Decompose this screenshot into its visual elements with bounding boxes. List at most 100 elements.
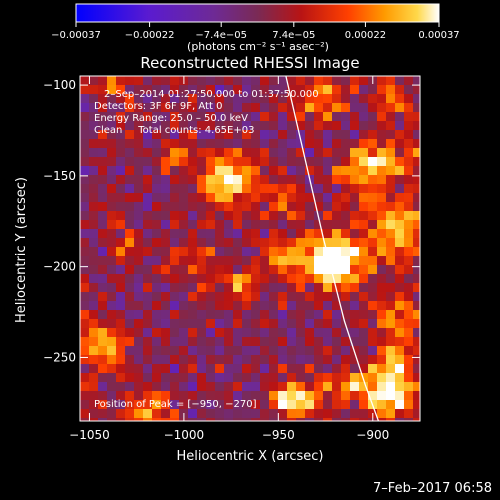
heatmap-cell [287, 319, 296, 328]
heatmap-cell [188, 121, 197, 130]
heatmap-cell [395, 373, 404, 382]
heatmap-cell [233, 184, 242, 193]
heatmap-cell [125, 103, 134, 112]
heatmap-cell [188, 292, 197, 301]
heatmap-cell [242, 202, 251, 211]
heatmap-cell [80, 193, 89, 202]
heatmap-cell [116, 265, 125, 274]
heatmap-cell [332, 328, 341, 337]
heatmap-cell [188, 76, 197, 85]
heatmap-cell [404, 130, 413, 139]
heatmap-cell [413, 319, 420, 328]
heatmap-cell [377, 148, 386, 157]
heatmap-cell [197, 130, 206, 139]
heatmap-cell [197, 175, 206, 184]
heatmap-cell [206, 382, 215, 391]
heatmap-cell [107, 373, 116, 382]
heatmap-cell [269, 130, 278, 139]
heatmap-cell [179, 238, 188, 247]
heatmap-cell [107, 94, 116, 103]
heatmap-cell [287, 130, 296, 139]
heatmap-cell [269, 409, 278, 418]
heatmap-cell [125, 247, 134, 256]
heatmap-cell [251, 103, 260, 112]
heatmap-cell [287, 157, 296, 166]
heatmap-cell [197, 283, 206, 292]
heatmap-cell [215, 328, 224, 337]
heatmap-cell [89, 94, 98, 103]
heatmap-cell [89, 382, 98, 391]
heatmap-cell [368, 355, 377, 364]
heatmap-cell [233, 274, 242, 283]
heatmap-cell [125, 355, 134, 364]
heatmap-cell [206, 85, 215, 94]
heatmap-cell [98, 301, 107, 310]
heatmap-cell [314, 346, 323, 355]
heatmap-cell [107, 76, 116, 85]
heatmap-cell [242, 193, 251, 202]
heatmap-cell [350, 310, 359, 319]
heatmap-cell [161, 121, 170, 130]
heatmap-cell [125, 400, 134, 409]
heatmap-cell [206, 337, 215, 346]
x-axis-ticks: −1050 −1000 −950 −900 [69, 76, 389, 442]
heatmap-cell [125, 220, 134, 229]
heatmap-cell [377, 220, 386, 229]
heatmap-cell [98, 319, 107, 328]
heatmap-cell [269, 202, 278, 211]
heatmap-cell [233, 193, 242, 202]
heatmap-cell [107, 346, 116, 355]
heatmap-cell [386, 274, 395, 283]
heatmap-cell [413, 202, 420, 211]
heatmap-cell [251, 247, 260, 256]
heatmap-cell [368, 292, 377, 301]
heatmap-cell [269, 283, 278, 292]
heatmap-cell [188, 193, 197, 202]
heatmap-cell [242, 256, 251, 265]
heatmap-cell [188, 211, 197, 220]
heatmap-cell [89, 166, 98, 175]
heatmap-cell [395, 184, 404, 193]
heatmap-cell [260, 166, 269, 175]
heatmap-cell [170, 121, 179, 130]
heatmap-cell [206, 238, 215, 247]
heatmap-cell [359, 220, 368, 229]
heatmap-cell [260, 265, 269, 274]
heatmap-cell [350, 202, 359, 211]
heatmap-cell [314, 409, 323, 418]
heatmap-cells [80, 76, 420, 421]
heatmap-cell [359, 184, 368, 193]
heatmap-cell [404, 274, 413, 283]
heatmap-cell [404, 94, 413, 103]
heatmap-cell [341, 121, 350, 130]
heatmap-cell [242, 148, 251, 157]
heatmap-cell [170, 193, 179, 202]
heatmap-cell [170, 346, 179, 355]
heatmap-cell [287, 337, 296, 346]
heatmap-cell [179, 391, 188, 400]
heatmap-cell [395, 355, 404, 364]
heatmap-cell [377, 211, 386, 220]
heatmap-cell [395, 256, 404, 265]
heatmap-cell [314, 76, 323, 85]
heatmap-cell [188, 391, 197, 400]
heatmap-cell [179, 130, 188, 139]
heatmap-cell [89, 238, 98, 247]
heatmap-cell [125, 76, 134, 85]
heatmap-cell [251, 265, 260, 274]
heatmap-cell [188, 310, 197, 319]
heatmap-cell [287, 310, 296, 319]
heatmap-cell [215, 247, 224, 256]
heatmap-cell [188, 346, 197, 355]
heatmap-cell [80, 346, 89, 355]
heatmap-cell [395, 283, 404, 292]
heatmap-cell [80, 85, 89, 94]
heatmap-cell [107, 202, 116, 211]
heatmap-cell [332, 130, 341, 139]
heatmap-cell [143, 184, 152, 193]
heatmap-cell [206, 157, 215, 166]
heatmap-cell [161, 265, 170, 274]
x-tick-label: −950 [262, 428, 295, 442]
heatmap-cell [170, 364, 179, 373]
heatmap-cell [206, 310, 215, 319]
